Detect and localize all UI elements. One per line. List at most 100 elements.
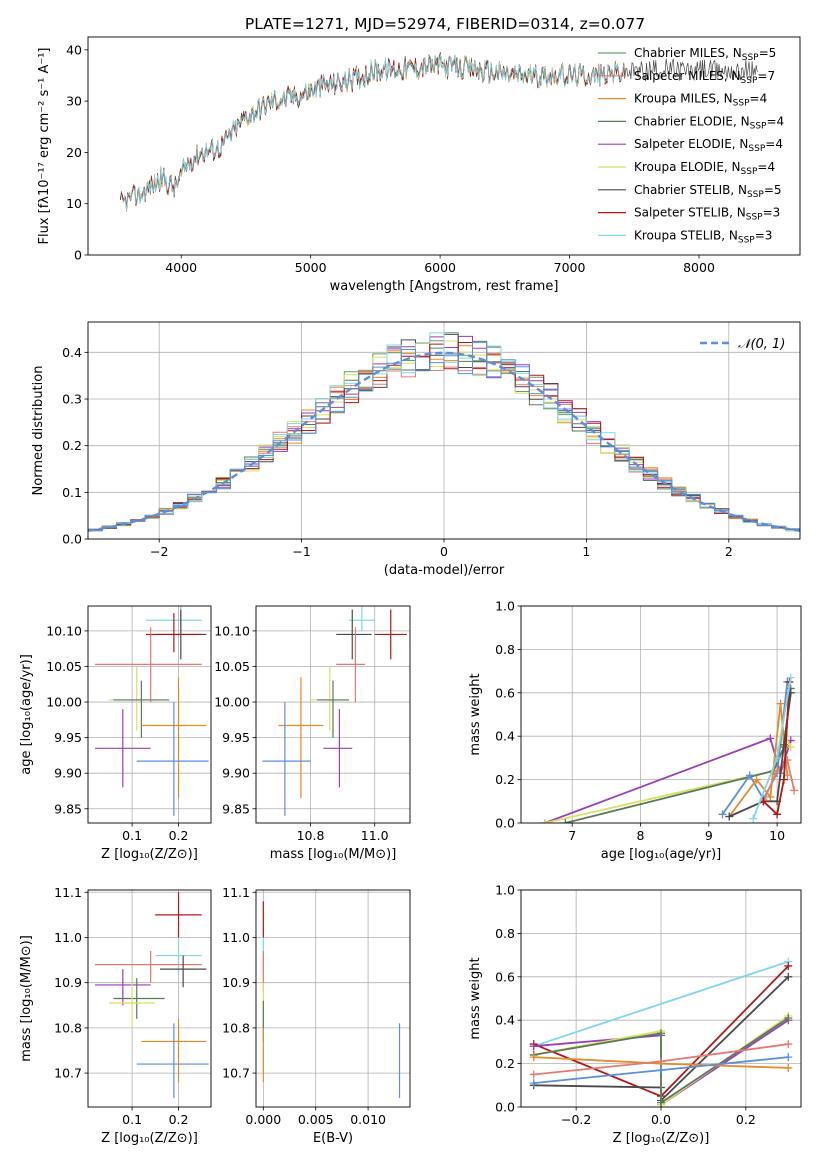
weight-marker xyxy=(529,1053,538,1062)
x-axis-label: age [log₁₀(age/yr)] xyxy=(601,847,722,862)
y-tick-label: 1.0 xyxy=(495,883,515,898)
y-tick-label: 0 xyxy=(74,248,82,263)
weight-marker xyxy=(540,819,549,823)
axes-frame xyxy=(87,889,212,1108)
weight-marker xyxy=(752,775,761,784)
data-point xyxy=(159,955,207,988)
y-tick-label: 10.7 xyxy=(54,1066,82,1081)
y-axis-label: Normed distribution xyxy=(31,366,46,496)
x-tick-label: 8000 xyxy=(683,260,715,275)
y-tick-label: 0.2 xyxy=(495,772,515,787)
x-tick-label: 0 xyxy=(440,544,448,559)
axes-frame xyxy=(255,889,411,1108)
data-point xyxy=(108,666,165,731)
data-point xyxy=(146,613,202,653)
axes-frame xyxy=(520,889,802,1108)
y-tick-label: 0.2 xyxy=(62,438,82,453)
x-tick-label: 0.005 xyxy=(298,1112,334,1127)
y-tick-label: 40 xyxy=(66,42,82,57)
plot-area xyxy=(262,901,401,1098)
x-tick-label: −0.2 xyxy=(561,1112,591,1127)
y-tick-label: 0.6 xyxy=(495,969,515,984)
data-point xyxy=(136,1023,209,1098)
weight-marker xyxy=(776,699,785,708)
y-tick-label: 10.8 xyxy=(222,1020,250,1035)
plot-area xyxy=(529,957,793,1107)
y-tick-label: 9.95 xyxy=(222,730,250,745)
y-tick-label: 20 xyxy=(66,145,82,160)
spectrum-line xyxy=(120,54,626,211)
mass-vs-metallicity-panel: 0.1 0.2 10.7 10.8 10.9 11.0 11.1 Z [log₁₀(Z/Z⊙)… xyxy=(19,885,212,1146)
legend-label: Salpeter MILES, NSSP=7 xyxy=(634,69,775,86)
legend-label: Kroupa MILES, NSSP=4 xyxy=(634,92,767,109)
weight-marker xyxy=(784,1014,793,1023)
weight-marker xyxy=(529,1079,538,1088)
x-tick-label: 0.010 xyxy=(350,1112,386,1127)
weight-marker xyxy=(725,812,734,821)
y-axis-label: mass [log₁₀(M/M⊙)] xyxy=(19,935,34,1062)
weight-marker xyxy=(779,775,788,784)
x-axis-label: Z [log₁₀(Z/Z⊙)] xyxy=(101,847,198,862)
weight-marker xyxy=(784,972,793,981)
x-tick-label: 7000 xyxy=(554,260,586,275)
x-axis-label: E(B-V) xyxy=(313,1131,353,1146)
x-tick-label: 5000 xyxy=(295,260,327,275)
x-tick-label: 0.2 xyxy=(736,1112,756,1127)
x-tick-label: 7 xyxy=(568,828,576,843)
y-tick-label: 0.6 xyxy=(495,685,515,700)
x-tick-label: −1 xyxy=(292,544,310,559)
weight-marker xyxy=(786,673,795,682)
y-tick-label: 0.1 xyxy=(62,485,82,500)
x-tick-label: 9 xyxy=(705,828,713,843)
y-tick-label: 0.8 xyxy=(495,926,515,941)
y-tick-label: 10.00 xyxy=(214,695,250,710)
plot-area xyxy=(540,673,799,823)
legend-label: Chabrier MILES, NSSP=5 xyxy=(634,46,776,63)
weight-marker xyxy=(529,1070,538,1079)
x-axis-label: Z [log₁₀(Z/Z⊙)] xyxy=(101,1131,198,1146)
data-point xyxy=(136,702,209,816)
data-point xyxy=(155,937,202,974)
spectrum-line xyxy=(168,54,544,195)
weight-line xyxy=(533,960,789,1048)
x-tick-label: 10 xyxy=(769,828,785,843)
x-tick-label: 10.8 xyxy=(297,828,325,843)
mass-weight-vs-age-panel: 7 8 9 10 0.0 0.2 0.4 0.6 0.8 1.0 age [log₁₀(age/yr… xyxy=(468,599,802,862)
y-tick-label: 11.0 xyxy=(222,930,250,945)
weight-marker xyxy=(784,1053,793,1062)
y-tick-label: 10.10 xyxy=(214,623,250,638)
weight-marker xyxy=(773,810,782,819)
x-tick-label: 0.1 xyxy=(122,1112,142,1127)
data-point xyxy=(94,969,151,1006)
weight-marker xyxy=(745,771,754,780)
weight-marker xyxy=(657,1066,665,1075)
y-tick-label: 0.3 xyxy=(62,392,82,407)
legend-label: Salpeter ELODIE, NSSP=4 xyxy=(634,137,783,154)
y-tick-label: 10.9 xyxy=(222,975,250,990)
y-tick-label: 1.0 xyxy=(495,599,515,614)
x-tick-label: 0.0 xyxy=(651,1112,671,1127)
legend-label: 𝒩(0, 1) xyxy=(738,337,785,352)
y-tick-label: 0.2 xyxy=(495,1056,515,1071)
spectrum-line xyxy=(120,54,626,212)
data-point xyxy=(113,978,165,1019)
y-tick-label: 0.0 xyxy=(495,816,515,831)
y-tick-label: 9.95 xyxy=(54,730,82,745)
data-point xyxy=(310,666,343,731)
y-tick-label: 11.1 xyxy=(222,885,250,900)
y-tick-label: 10 xyxy=(66,196,82,211)
normal-curve xyxy=(88,351,800,532)
x-tick-label: 8 xyxy=(637,828,645,843)
x-axis-label: Z [log₁₀(Z/Z⊙)] xyxy=(613,1131,710,1146)
figure-title: PLATE=1271, MJD=52974, FIBERID=0314, z=0… xyxy=(245,15,645,33)
legend-label: Chabrier STELIB, NSSP=5 xyxy=(634,183,782,200)
plot-area xyxy=(120,52,758,213)
x-tick-label: 6000 xyxy=(424,260,456,275)
age-vs-metallicity-panel: 0.1 0.2 9.85 9.90 9.95 10.00 10.05 10.10 Z [log₁… xyxy=(19,605,212,862)
age-vs-mass-panel: 10.8 11.0 9.85 9.90 9.95 10.00 10.05 10.10 mass … xyxy=(214,605,411,862)
y-tick-label: 0.4 xyxy=(495,1013,515,1028)
spectrum-line xyxy=(120,54,625,212)
weight-marker xyxy=(784,961,793,970)
weight-marker xyxy=(766,734,775,743)
weight-marker xyxy=(766,792,775,801)
